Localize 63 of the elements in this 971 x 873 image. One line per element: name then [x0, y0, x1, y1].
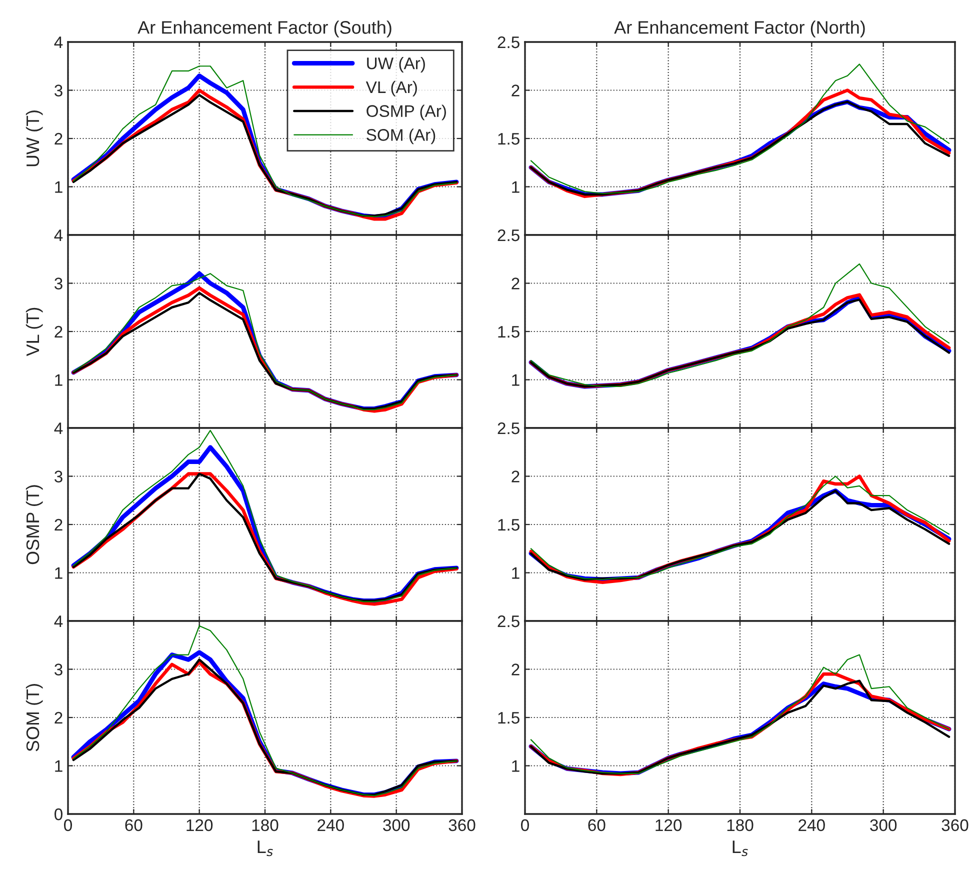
- y-axis-title: UW (T): [26, 110, 43, 166]
- x-tick-label: 0: [521, 819, 529, 832]
- x-tick-label: 240: [798, 819, 825, 832]
- legend-label: SOM (Ar): [366, 128, 436, 144]
- y-tick-label: 1: [512, 760, 520, 772]
- x-tick-label: 120: [656, 819, 682, 832]
- y-axis-title: SOM (T): [26, 684, 43, 752]
- y-tick-label: 1: [55, 760, 62, 772]
- x-tick-label: 240: [318, 819, 344, 832]
- y-tick-label: 1: [512, 567, 520, 579]
- x-tick-label: 60: [125, 819, 142, 832]
- line-series: [530, 654, 950, 774]
- x-tick-label: 180: [252, 819, 278, 832]
- y-tick-label: 2: [512, 84, 520, 96]
- legend-label: OSMP (Ar): [366, 104, 446, 120]
- line-series: [72, 625, 458, 796]
- y-tick-label: 1: [55, 181, 62, 193]
- x-tick-label: 120: [186, 819, 213, 832]
- y-tick-label: 1.5: [498, 133, 520, 145]
- y-tick-label: 3: [54, 470, 62, 482]
- x-axis-title: L$_{s}$: [258, 840, 273, 856]
- y-tick-label: 0: [54, 808, 62, 820]
- legend-label: UW (Ar): [367, 57, 425, 73]
- y-tick-label: 3: [54, 84, 62, 96]
- x-tick-label: 360: [448, 819, 476, 832]
- y-tick-label: 2.5: [498, 615, 520, 628]
- y-tick-label: 2: [54, 518, 62, 531]
- y-tick-label: 2: [54, 712, 62, 724]
- y-tick-label: 1: [55, 567, 62, 579]
- y-tick-label: 2.5: [498, 229, 520, 242]
- y-tick-label: 1.5: [498, 712, 520, 724]
- chart-title: Ar Enhancement Factor (South): [138, 20, 392, 38]
- y-tick-label: 2: [512, 470, 520, 482]
- y-tick-label: 4: [54, 616, 63, 628]
- y-tick-label: 4: [54, 230, 63, 242]
- x-tick-label: 60: [588, 819, 606, 832]
- y-tick-label: 1: [512, 374, 520, 386]
- x-tick-label: 360: [942, 819, 968, 832]
- y-tick-label: 3: [54, 664, 62, 676]
- x-tick-label: 0: [64, 819, 72, 832]
- y-tick-label: 1: [512, 181, 520, 193]
- y-tick-label: 2.5: [498, 422, 520, 434]
- y-tick-label: 1.5: [498, 326, 520, 338]
- x-tick-label: 180: [727, 819, 754, 832]
- line-series: [530, 263, 950, 388]
- y-tick-label: 2.5: [498, 36, 520, 48]
- y-tick-label: 2: [54, 326, 62, 338]
- chart-title: Ar Enhancement Factor (North): [614, 20, 865, 38]
- x-tick-label: 300: [870, 819, 897, 832]
- y-tick-label: 2: [512, 278, 520, 290]
- y-tick-label: 4: [54, 36, 63, 48]
- y-tick-label: 1: [55, 374, 62, 386]
- y-tick-label: 4: [54, 422, 63, 434]
- x-tick-label: 300: [383, 819, 410, 832]
- y-tick-label: 1.5: [498, 519, 520, 531]
- y-axis-title: VL (T): [26, 308, 43, 356]
- y-tick-label: 2: [54, 132, 62, 145]
- x-axis-title: L$_{s}$: [732, 840, 748, 856]
- legend-label: VL (Ar): [366, 80, 417, 96]
- y-axis-title: OSMP (T): [26, 485, 43, 564]
- y-tick-label: 2: [512, 664, 520, 676]
- y-tick-label: 3: [54, 278, 62, 290]
- line-series: [530, 64, 950, 194]
